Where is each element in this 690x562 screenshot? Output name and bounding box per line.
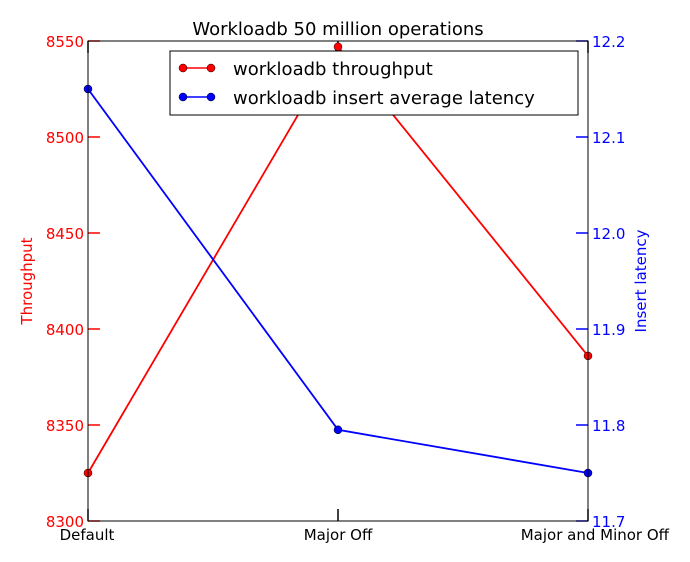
right-axis-label: Insert latency xyxy=(632,229,650,332)
legend-latency-marker-a xyxy=(178,92,188,102)
legend-throughput-marker-b xyxy=(206,63,216,73)
series-point-1 xyxy=(333,425,343,435)
left-tick-label: 8300 xyxy=(46,513,84,531)
series-line-1 xyxy=(87,88,589,474)
left-tick-label: 8450 xyxy=(46,225,84,243)
right-tick-label: 11.9 xyxy=(592,321,625,339)
chart-title: Workloadb 50 million operations xyxy=(192,19,483,40)
left-tick-label: 8550 xyxy=(46,33,84,51)
right-tick-label: 12.1 xyxy=(592,129,625,147)
left-axis-ticks: 8300 8350 8400 8450 8500 8550 xyxy=(46,33,100,531)
legend-throughput-marker-a xyxy=(178,63,188,73)
series-point-0 xyxy=(333,42,343,52)
legend-throughput-label: workloadb throughput xyxy=(233,59,433,80)
right-axis-ticks: 11.7 11.8 11.9 12.0 12.1 12.2 xyxy=(576,33,625,531)
legend-latency-label: workloadb insert average latency xyxy=(233,88,535,109)
right-tick-label: 11.7 xyxy=(592,513,625,531)
left-tick-label: 8400 xyxy=(46,321,84,339)
x-tick-label: Major Off xyxy=(304,526,373,544)
x-tick-label: Default xyxy=(60,526,115,544)
left-tick-label: 8350 xyxy=(46,417,84,435)
legend: workloadb throughput workloadb insert av… xyxy=(169,50,579,116)
left-tick-label: 8500 xyxy=(46,129,84,147)
right-tick-label: 12.2 xyxy=(592,33,625,51)
right-tick-label: 11.8 xyxy=(592,417,625,435)
legend-box xyxy=(169,50,579,116)
plot-frame xyxy=(87,40,589,522)
right-tick-label: 12.0 xyxy=(592,225,625,243)
x-tick-label: Major and Minor Off xyxy=(521,526,670,544)
legend-latency-marker-b xyxy=(206,92,216,102)
x-axis-ticks: Default Major Off Major and Minor Off xyxy=(60,41,670,544)
left-axis-label: Throughput xyxy=(18,237,36,325)
